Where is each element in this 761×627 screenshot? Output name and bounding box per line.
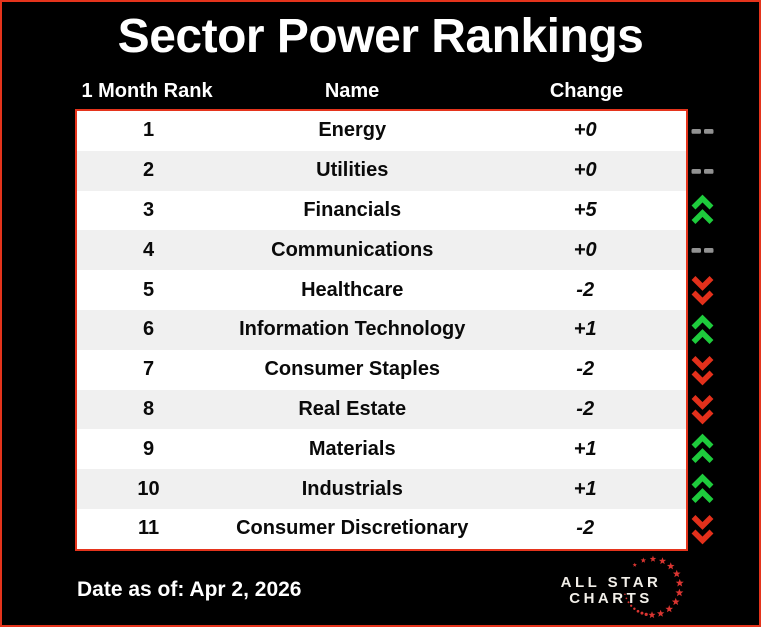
table-row: 6 Information Technology +1 (77, 309, 686, 350)
change-cell: +1 (573, 437, 597, 460)
change-cell: -2 (576, 278, 595, 301)
table-row: 4 Communications +0 (77, 230, 686, 271)
rank-cell: 1 (142, 119, 155, 142)
rank-cell: 9 (142, 437, 155, 460)
double-dash-icon (691, 248, 713, 254)
table-row: 10 Industrials +1 (77, 469, 686, 509)
table-row: 3 Financials +5 (77, 190, 686, 231)
table-row: 5 Healthcare -2 (77, 270, 686, 310)
header-name: Name (324, 80, 380, 102)
sector-name-cell: Information Technology (239, 318, 466, 341)
double-chevron-down-icon (691, 395, 713, 425)
change-cell: +5 (573, 198, 597, 221)
page-title: Sector Power Rankings (117, 10, 644, 63)
change-cell: +1 (573, 477, 597, 500)
header-rank: 1 Month Rank (81, 80, 213, 102)
change-cell: +1 (573, 318, 597, 341)
rank-cell: 11 (137, 517, 160, 540)
double-chevron-down-icon (691, 276, 713, 306)
sector-name-cell: Healthcare (301, 278, 404, 301)
sector-name-cell: Materials (308, 437, 396, 460)
sector-name-cell: Communications (271, 238, 434, 261)
table-row: 11 Consumer Discretionary -2 (77, 508, 686, 549)
sector-name-cell: Energy (318, 119, 387, 142)
change-indicator (688, 350, 716, 390)
allstarcharts-logo: ALL STAR CHARTS (554, 551, 712, 625)
rank-cell: 10 (137, 477, 160, 500)
sector-name-cell: Consumer Discretionary (236, 517, 469, 540)
double-chevron-up-icon (691, 433, 713, 464)
change-indicator (688, 270, 716, 310)
double-chevron-up-icon (691, 473, 713, 504)
star-ring-icon (624, 555, 684, 619)
rank-cell: 5 (142, 278, 155, 301)
table-row: 8 Real Estate -2 (77, 389, 686, 430)
rank-cell: 8 (142, 397, 155, 420)
sector-name-cell: Financials (303, 198, 402, 221)
logo-line-1: ALL STAR (560, 574, 662, 591)
change-indicator (688, 509, 716, 549)
change-indicator (688, 151, 716, 191)
double-chevron-up-icon (691, 195, 713, 225)
rank-cell: 6 (142, 318, 155, 341)
rankings-table: 1 Energy +0 2 Utilities +0 3 Financials … (75, 109, 688, 551)
double-chevron-down-icon (691, 355, 713, 386)
change-indicator (688, 429, 716, 469)
table-row: 1 Energy +0 (77, 111, 686, 151)
change-indicator (688, 111, 716, 151)
table-row: 9 Materials +1 (77, 429, 686, 470)
change-cell: -2 (576, 397, 595, 420)
double-dash-icon (691, 168, 713, 174)
change-cell: +0 (573, 238, 597, 261)
double-dash-icon (691, 128, 713, 134)
change-cell: +0 (573, 119, 597, 142)
sector-name-cell: Utilities (316, 159, 389, 182)
rank-cell: 3 (142, 198, 155, 221)
table-row: 2 Utilities +0 (77, 150, 686, 191)
change-cell: +0 (573, 159, 597, 182)
sector-name-cell: Consumer Staples (264, 358, 441, 381)
change-indicator (688, 191, 716, 231)
change-indicator (688, 390, 716, 430)
change-indicator (688, 469, 716, 509)
logo-text: ALL STAR CHARTS (554, 575, 668, 606)
logo-line-2: CHARTS (569, 589, 653, 607)
change-indicator-column (688, 111, 716, 549)
sector-name-cell: Industrials (301, 477, 403, 500)
change-cell: -2 (576, 517, 595, 540)
header-change: Change (549, 80, 624, 102)
change-indicator (688, 310, 716, 350)
rank-cell: 7 (142, 358, 155, 381)
change-cell: -2 (576, 358, 595, 381)
table-header: 1 Month Rank Name Change (75, 78, 688, 104)
double-chevron-down-icon (691, 514, 713, 545)
rank-cell: 2 (142, 159, 155, 182)
date-label: Date as of: Apr 2, 2026 (77, 578, 302, 601)
double-chevron-up-icon (691, 314, 713, 344)
sector-name-cell: Real Estate (298, 397, 407, 420)
rank-cell: 4 (142, 238, 155, 261)
change-indicator (688, 230, 716, 270)
table-row: 7 Consumer Staples -2 (77, 349, 686, 390)
